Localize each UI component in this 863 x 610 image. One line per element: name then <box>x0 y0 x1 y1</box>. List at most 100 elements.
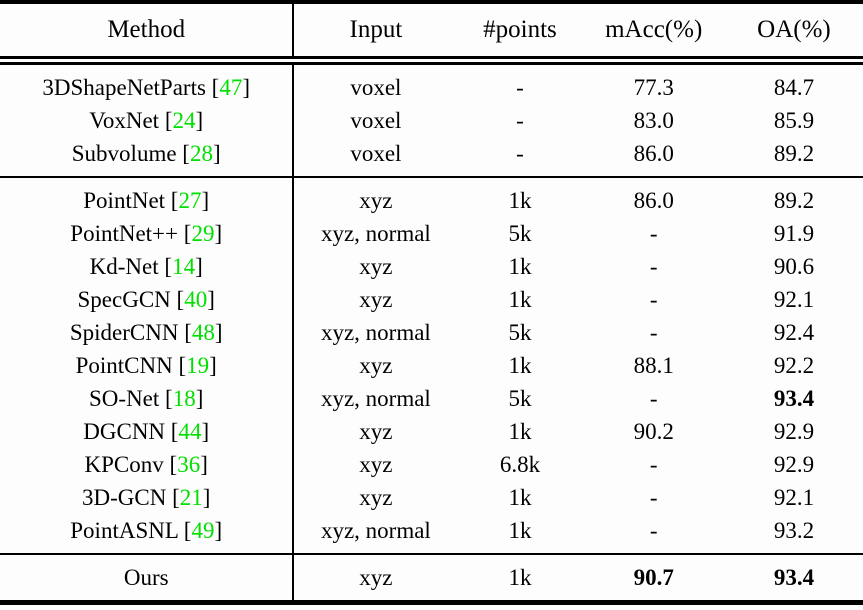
points-cell: 5k <box>508 220 532 246</box>
oa-cell: 89.2 <box>773 187 815 213</box>
oa-cell: 92.1 <box>773 484 815 510</box>
method-cell: KPConv [36] <box>0 448 295 481</box>
method-cell: PointASNL [49] <box>0 514 295 554</box>
method-name: SO-Net <box>89 385 160 411</box>
input-cell: xyz <box>359 352 393 378</box>
method-cell: Ours <box>0 554 295 603</box>
citation-link[interactable]: 44 <box>178 418 202 444</box>
method-cell: Kd-Net [14] <box>0 250 295 283</box>
section-point-methods: PointNet [27] xyz 1k 86.0 89.2 PointNet++ [29… <box>0 177 863 554</box>
method-name: SpiderCNN <box>69 319 179 345</box>
points-cell: 1k <box>508 286 532 312</box>
method-name: 3DShapeNetParts <box>42 74 206 100</box>
oa-cell: 93.4 <box>773 564 815 590</box>
citation-link[interactable]: 48 <box>191 319 215 345</box>
method-cell: PointNet++ [29] <box>0 217 295 250</box>
column-header-points: #points <box>457 2 583 65</box>
table-row: 3DShapeNetParts [47] voxel - 77.3 84.7 <box>0 60 863 104</box>
method-cell: SpiderCNN [48] <box>0 316 295 349</box>
method-name: Subvolume <box>71 140 177 166</box>
method-name: Ours <box>123 564 169 590</box>
table-row: SO-Net [18] xyz, normal 5k - 93.4 <box>0 382 863 415</box>
input-cell: xyz <box>359 187 393 213</box>
table-row: SpiderCNN [48] xyz, normal 5k - 92.4 <box>0 316 863 349</box>
input-cell: xyz <box>359 484 393 510</box>
input-cell: voxel <box>350 107 402 133</box>
macc-cell: - <box>649 517 658 543</box>
oa-cell: 90.6 <box>773 253 815 279</box>
oa-cell: 85.9 <box>773 107 815 133</box>
column-header-input: Input <box>293 2 458 65</box>
citation-link[interactable]: 27 <box>178 187 202 213</box>
table-row: PointNet++ [29] xyz, normal 5k - 91.9 <box>0 217 863 250</box>
method-name: 3D-GCN <box>81 484 167 510</box>
input-cell: xyz, normal <box>320 385 431 411</box>
method-name: VoxNet <box>89 107 160 133</box>
macc-cell: 90.2 <box>633 418 674 444</box>
input-cell: voxel <box>350 74 402 100</box>
method-cell: PointCNN [19] <box>0 349 295 382</box>
input-cell: voxel <box>350 140 402 166</box>
macc-cell: 86.0 <box>633 140 674 166</box>
method-name: SpecGCN <box>77 286 171 312</box>
method-cell: 3D-GCN [21] <box>0 481 295 514</box>
input-cell: xyz <box>359 253 393 279</box>
oa-cell: 93.4 <box>773 385 815 411</box>
oa-cell: 92.1 <box>773 286 815 312</box>
points-cell: - <box>516 140 524 166</box>
oa-cell: 84.7 <box>773 74 815 100</box>
oa-cell: 92.2 <box>773 352 815 378</box>
oa-cell: 92.9 <box>773 418 815 444</box>
table-row: VoxNet [24] voxel - 83.0 85.9 <box>0 104 863 137</box>
citation-link[interactable]: 40 <box>184 286 208 312</box>
citation-link[interactable]: 47 <box>219 74 243 100</box>
column-header-method: Method <box>0 2 295 65</box>
points-cell: - <box>516 107 524 133</box>
section-voxel-methods: 3DShapeNetParts [47] voxel - 77.3 84.7 VoxNet… <box>0 60 863 177</box>
method-name: KPConv <box>84 451 164 477</box>
points-cell: - <box>516 74 524 100</box>
citation-link[interactable]: 36 <box>177 451 201 477</box>
oa-cell: 89.2 <box>773 140 815 166</box>
citation-link[interactable]: 14 <box>172 253 196 279</box>
input-cell: xyz <box>359 418 393 444</box>
citation-link[interactable]: 18 <box>172 385 196 411</box>
method-cell: VoxNet [24] <box>0 104 295 137</box>
points-cell: 1k <box>508 352 532 378</box>
table-row: Kd-Net [14] xyz 1k - 90.6 <box>0 250 863 283</box>
oa-cell: 92.9 <box>773 451 815 477</box>
input-cell: xyz <box>359 451 393 477</box>
macc-cell: - <box>649 220 658 246</box>
citation-link[interactable]: 19 <box>186 352 210 378</box>
points-cell: 1k <box>508 484 532 510</box>
method-name: PointNet++ <box>70 220 179 246</box>
table-row: SpecGCN [40] xyz 1k - 92.1 <box>0 283 863 316</box>
table-header: Method Input #points mAcc(%) OA(%) <box>0 2 863 65</box>
citation-link[interactable]: 29 <box>191 220 215 246</box>
table-row: PointCNN [19] xyz 1k 88.1 92.2 <box>0 349 863 382</box>
method-name: DGCNN <box>83 418 166 444</box>
header-row: Method Input #points mAcc(%) OA(%) <box>0 2 863 65</box>
citation-link[interactable]: 28 <box>189 140 213 166</box>
method-cell: PointNet [27] <box>0 177 295 217</box>
table-row: 3D-GCN [21] xyz 1k - 92.1 <box>0 481 863 514</box>
macc-cell: 86.0 <box>633 187 674 213</box>
citation-link[interactable]: 49 <box>191 517 215 543</box>
method-cell: DGCNN [44] <box>0 415 295 448</box>
macc-cell: 90.7 <box>633 564 674 590</box>
macc-cell: 88.1 <box>633 352 674 378</box>
column-header-macc: mAcc(%) <box>582 2 725 65</box>
macc-cell: - <box>649 253 658 279</box>
oa-cell: 93.2 <box>773 517 815 543</box>
input-cell: xyz <box>359 286 393 312</box>
points-cell: 1k <box>508 187 532 213</box>
points-cell: 1k <box>508 564 532 590</box>
citation-link[interactable]: 24 <box>172 107 196 133</box>
table-row: DGCNN [44] xyz 1k 90.2 92.9 <box>0 415 863 448</box>
table-row: PointNet [27] xyz 1k 86.0 89.2 <box>0 177 863 217</box>
points-cell: 6.8k <box>499 451 541 477</box>
citation-link[interactable]: 21 <box>179 484 203 510</box>
points-cell: 1k <box>508 253 532 279</box>
points-cell: 5k <box>508 385 532 411</box>
method-name: PointNet <box>83 187 166 213</box>
